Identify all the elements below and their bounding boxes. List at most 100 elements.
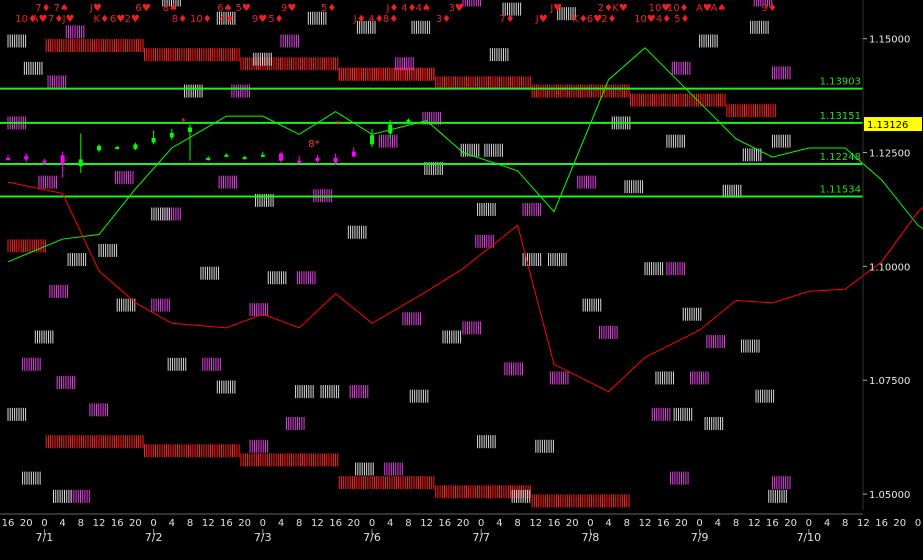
level-label: 1.11534: [820, 185, 861, 196]
pattern-block: [666, 262, 685, 276]
pattern-block: [7, 34, 27, 48]
card-label: 2♦: [598, 3, 613, 14]
y-tick-label: 1.15000: [869, 35, 910, 46]
pattern-block: [216, 11, 236, 25]
annotation: *: [336, 120, 341, 131]
card-label: 8♦: [383, 14, 398, 25]
card-label: K♦: [572, 14, 588, 25]
indicator-line: [7, 47, 923, 263]
pattern-block: [511, 489, 531, 503]
pattern-block: [22, 471, 41, 485]
long-pattern-block: [240, 453, 339, 467]
pattern-block: [56, 376, 76, 389]
card-label: 4♠: [416, 3, 431, 14]
pattern-block: [151, 207, 170, 221]
card-label: 5♦: [674, 14, 689, 25]
x-hour-label: 20: [20, 518, 33, 529]
pattern-block: [557, 7, 576, 21]
candle-body: [115, 147, 120, 150]
card-label: 5♥: [236, 3, 251, 14]
pattern-block: [307, 11, 327, 25]
long-pattern-block: [531, 494, 630, 508]
x-hour-label: 4: [169, 518, 175, 529]
pattern-block: [22, 357, 41, 371]
card-label: 10♦: [15, 14, 37, 25]
pattern-block: [671, 61, 691, 75]
pattern-block: [67, 253, 87, 267]
card-label: K♥: [612, 3, 628, 14]
pattern-block: [549, 371, 569, 385]
card-label: 10♦: [190, 14, 212, 25]
card-label: 6♥: [110, 14, 125, 25]
card-label: A♠: [711, 3, 727, 14]
x-hour-label: 8: [405, 518, 411, 529]
pattern-block: [249, 303, 269, 317]
x-hour-label: 16: [548, 518, 561, 529]
x-hour-label: 12: [748, 518, 761, 529]
pattern-block: [53, 489, 72, 503]
pattern-block: [706, 335, 725, 349]
pattern-block: [673, 407, 693, 421]
x-hour-label: 12: [420, 518, 433, 529]
card-label: 9♦: [761, 3, 776, 14]
card-label: K♦: [94, 14, 110, 25]
pattern-block: [699, 34, 718, 48]
horizontal-levels[interactable]: 1.13903 1.13151 1.12248 1.11534: [0, 77, 863, 198]
x-hour-label: 12: [311, 518, 324, 529]
x-date-label: 7/3: [254, 531, 272, 544]
card-label: 4♦: [219, 14, 234, 25]
candle-body: [279, 153, 283, 161]
card-label: 2♥: [124, 14, 139, 25]
pattern-block: [216, 380, 236, 394]
x-hour-label: 12: [857, 518, 870, 529]
pattern-layer: [7, 0, 791, 508]
card-label: 4♦: [368, 14, 383, 25]
pattern-block: [771, 134, 791, 148]
candle-body: [60, 155, 65, 164]
x-hour-label: 12: [202, 518, 215, 529]
x-hour-label: 4: [496, 518, 502, 529]
candle-body: [6, 158, 10, 161]
pattern-block: [504, 362, 523, 376]
card-label: 10♦: [667, 3, 689, 14]
y-axis: 1.15000 1.12500 1.10000 1.07500 1.05000 1.131…: [862, 0, 922, 510]
long-pattern-block: [435, 76, 531, 90]
x-hour-label: 8: [78, 518, 84, 529]
x-hour-label: 8: [187, 518, 193, 529]
pattern-block: [114, 171, 134, 185]
pattern-block: [295, 385, 314, 399]
x-axis: 16 20 0 4 8 12 16 20 0 4 8 12 16 20 0 4 8 12 16 20 0 4 8 12 16 20…: [0, 513, 921, 544]
x-hour-label: 0: [150, 518, 156, 529]
card-label: 6♥: [135, 3, 150, 14]
x-hour-label: 16: [766, 518, 779, 529]
x-date-label: 7/2: [145, 531, 163, 544]
x-hour-label: 20: [675, 518, 688, 529]
level-label: 1.13903: [820, 77, 861, 88]
pattern-block: [535, 439, 554, 453]
x-hour-label: 8: [514, 518, 520, 529]
pattern-block: [755, 389, 775, 403]
x-hour-label: 20: [566, 518, 579, 529]
candle-body: [133, 144, 138, 149]
card-label: 8♠: [163, 3, 178, 14]
x-hour-label: 12: [529, 518, 542, 529]
candle-body: [24, 156, 29, 160]
card-label: 4♦: [401, 3, 416, 14]
pattern-block: [462, 321, 482, 335]
card-label: 3♥: [448, 3, 463, 14]
pattern-block: [666, 134, 685, 148]
y-tick-label: 1.05000: [869, 490, 910, 501]
x-hour-label: 4: [278, 518, 284, 529]
long-pattern-block: [531, 84, 630, 98]
pattern-block: [690, 371, 709, 385]
pattern-block: [502, 2, 522, 16]
x-hour-label: 20: [457, 518, 470, 529]
pattern-block: [599, 325, 618, 339]
annotations: 8* * *: [181, 116, 341, 150]
pattern-block: [49, 284, 68, 298]
x-date-label: 7/9: [691, 531, 709, 544]
card-label: 7♦: [48, 14, 63, 25]
pattern-block: [162, 0, 181, 7]
